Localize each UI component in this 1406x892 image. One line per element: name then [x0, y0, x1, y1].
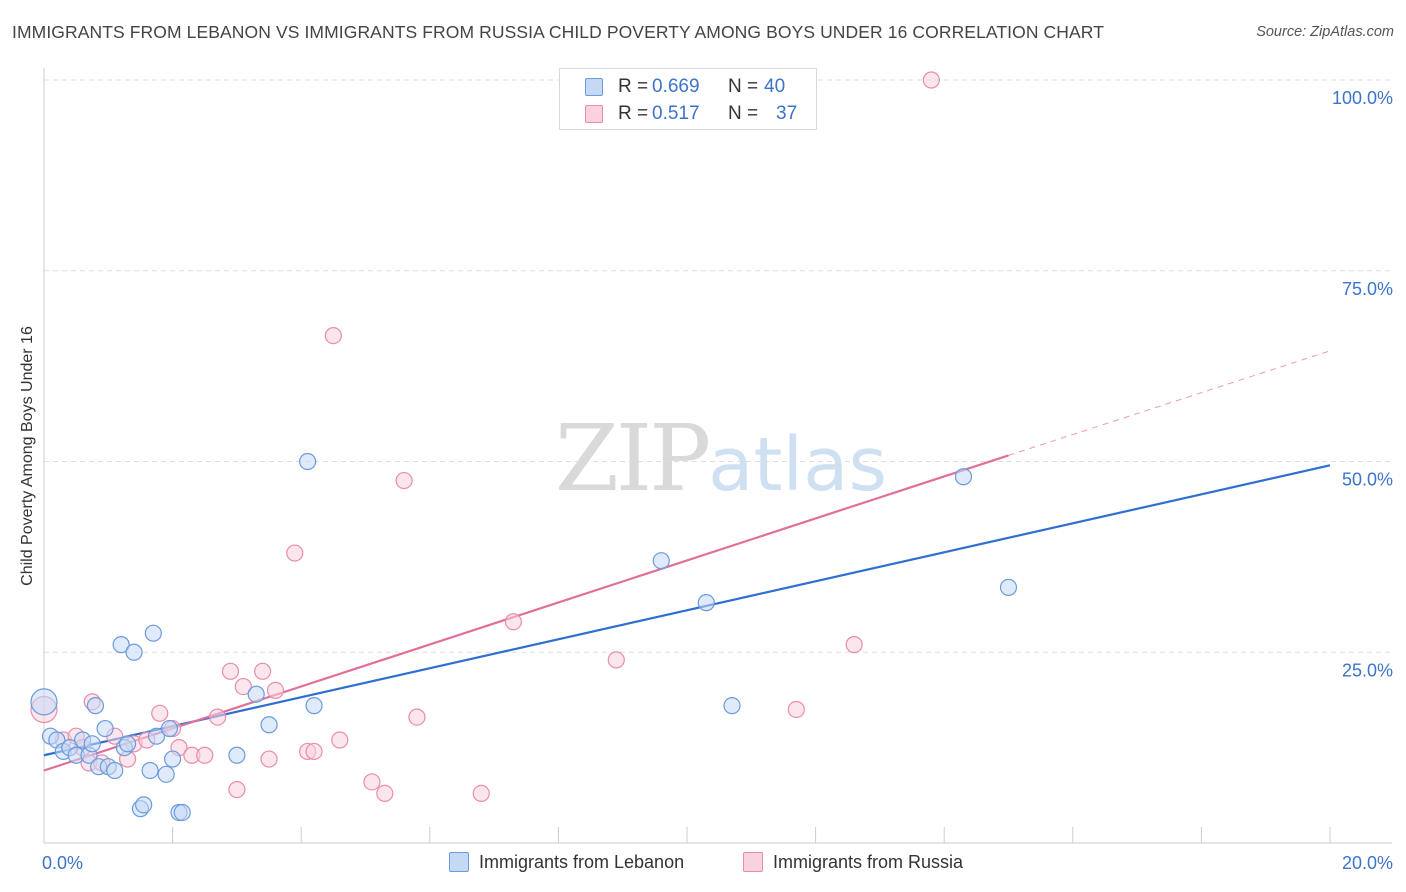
- grid-lines: [44, 79, 1392, 653]
- russia-point: [234, 677, 252, 696]
- x-tick-label: 0.0%: [42, 853, 83, 873]
- n-value: 37: [776, 103, 798, 124]
- russia-point: [266, 681, 285, 700]
- n-value: 40: [764, 76, 786, 97]
- lebanon-trend-line: [43, 464, 1331, 757]
- lebanon-point: [305, 697, 323, 715]
- y-axis-label: Child Poverty Among Boys Under 16: [19, 326, 36, 586]
- russia-swatch: [743, 852, 763, 872]
- n-label: N =: [728, 76, 759, 97]
- russia-point: [376, 784, 394, 803]
- y-tick-label: 75.0%: [1342, 279, 1393, 299]
- r-value: 0.517: [652, 103, 700, 124]
- legend-item-russia[interactable]: Immigrants from Russia: [743, 852, 963, 876]
- lebanon-swatch: [585, 78, 603, 96]
- russia-point: [286, 544, 304, 562]
- y-tick-label: 100.0%: [1332, 88, 1393, 108]
- lebanon-point: [144, 624, 162, 642]
- lebanon-point: [96, 719, 114, 738]
- lebanon-point: [299, 452, 317, 471]
- russia-point: [395, 471, 413, 490]
- russia-point: [363, 773, 381, 791]
- legend-item-lebanon[interactable]: Immigrants from Lebanon: [449, 852, 684, 876]
- lebanon-point: [160, 719, 178, 738]
- russia-point: [221, 662, 240, 680]
- legend-label-lebanon: Immigrants from Lebanon: [479, 852, 685, 872]
- russia-swatch: [585, 105, 603, 123]
- lebanon-point: [147, 727, 166, 745]
- lebanon-point: [118, 735, 137, 753]
- r-label: R =: [618, 76, 649, 97]
- russia-point: [260, 750, 278, 768]
- data-points: [30, 71, 1018, 822]
- lebanon-point: [173, 803, 191, 822]
- russia-point: [228, 780, 246, 799]
- lebanon-point: [164, 750, 182, 768]
- lebanon-point: [83, 735, 101, 753]
- tick-labels: 25.0% 50.0% 75.0% 100.0% 0.0% 20.0%: [42, 88, 1393, 873]
- lebanon-point: [723, 697, 741, 715]
- russia-trend-extension: [1008, 350, 1331, 456]
- y-tick-label: 25.0%: [1342, 660, 1393, 680]
- russia-point: [787, 700, 805, 719]
- lebanon-point: [141, 761, 159, 780]
- russia-point: [305, 742, 323, 761]
- russia-point: [196, 746, 214, 764]
- x-tick-label: 20.0%: [1342, 853, 1393, 873]
- lebanon-point: [86, 697, 105, 715]
- lebanon-point: [999, 578, 1018, 596]
- lebanon-point: [112, 636, 130, 654]
- watermark-atlas: atlas: [708, 422, 887, 508]
- lebanon-point: [125, 643, 143, 661]
- russia-point: [472, 784, 490, 803]
- russia-point: [504, 613, 522, 631]
- russia-point: [254, 662, 272, 680]
- source-note: Source: ZipAtlas.com: [1256, 24, 1394, 40]
- lebanon-point: [954, 468, 973, 486]
- n-label: N =: [728, 103, 759, 124]
- russia-point: [209, 708, 227, 726]
- r-value: 0.669: [652, 76, 700, 97]
- lebanon-swatch: [449, 852, 469, 872]
- trend-lines: [43, 350, 1331, 772]
- watermark-zip: ZIP: [555, 405, 711, 512]
- lebanon-point: [157, 765, 175, 783]
- axes: [43, 68, 1392, 844]
- chart-title: IMMIGRANTS FROM LEBANON VS IMMIGRANTS FR…: [12, 22, 1105, 42]
- lebanon-point: [652, 552, 670, 570]
- lebanon-point: [247, 685, 265, 703]
- russia-point: [922, 71, 940, 89]
- russia-point: [845, 636, 863, 654]
- russia-point: [151, 704, 169, 722]
- y-tick-label: 50.0%: [1342, 470, 1393, 490]
- lebanon-point: [106, 761, 124, 780]
- russia-point: [607, 651, 625, 669]
- lebanon-point: [697, 594, 715, 612]
- correlation-legend: R = 0.669 N = 40 R = 0.517 N = 37: [559, 68, 817, 130]
- lebanon-point: [260, 716, 278, 734]
- r-label: R =: [618, 103, 649, 124]
- russia-point: [331, 731, 349, 749]
- lebanon-point: [30, 688, 58, 716]
- russia-point: [408, 708, 426, 726]
- lebanon-point: [228, 746, 246, 764]
- russia-trend-line: [43, 454, 1009, 772]
- lebanon-point: [135, 796, 153, 814]
- legend-label-russia: Immigrants from Russia: [773, 852, 964, 872]
- russia-point: [324, 327, 342, 345]
- watermark: ZIPatlas: [555, 405, 887, 512]
